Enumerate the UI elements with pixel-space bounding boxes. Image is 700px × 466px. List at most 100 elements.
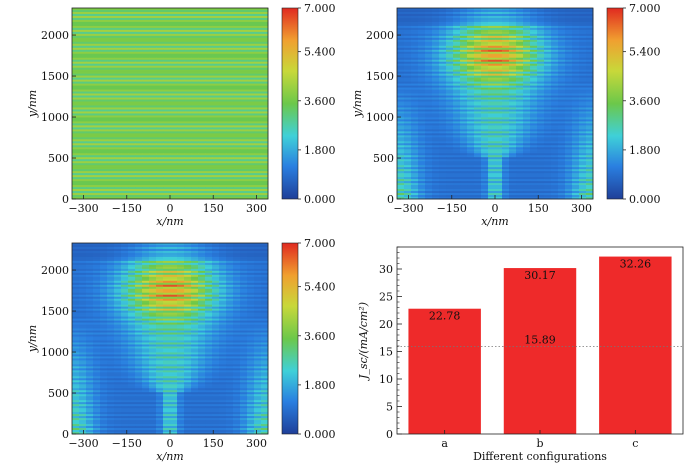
- heatmap-1-cell: [79, 23, 87, 27]
- heatmap-1-cell: [219, 13, 227, 17]
- heatmap-1-cell: [135, 183, 143, 186]
- heatmap-1-cell: [100, 105, 108, 108]
- heatmap-2-cell: [579, 141, 587, 144]
- heatmap-1-cell: [226, 183, 234, 186]
- heatmap-2-cell: [551, 63, 559, 67]
- heatmap-1-cell: [72, 129, 80, 132]
- heatmap-1-cell: [240, 9, 248, 13]
- heatmap-2-cell: [586, 27, 594, 31]
- heatmap-2-cell: [530, 99, 538, 102]
- heatmap-1-cell: [226, 39, 234, 43]
- heatmap-1-cell: [100, 151, 108, 154]
- heatmap-1-cell: [149, 85, 157, 88]
- heatmap-1-cell: [170, 141, 178, 144]
- heatmap-2-cell: [404, 169, 412, 172]
- heatmap-2-cell: [551, 35, 559, 39]
- heatmap-2-cell: [411, 53, 419, 57]
- heatmap-1-cell: [233, 125, 241, 128]
- heatmap-2-cell: [397, 123, 405, 126]
- heatmap-1-cell: [170, 149, 178, 152]
- heatmap-1-cell: [86, 119, 94, 122]
- heatmap-1-cell: [191, 93, 199, 96]
- heatmap-1-cell: [212, 115, 220, 118]
- heatmap-1-cell: [149, 105, 157, 108]
- heatmap-2-cell: [523, 37, 531, 41]
- heatmap-2-cell: [418, 23, 426, 27]
- heatmap-1-cell: [198, 27, 206, 31]
- heatmap-1-cell: [226, 91, 234, 94]
- heatmap-1-cell: [205, 37, 213, 41]
- heatmap-2-cell: [544, 91, 552, 94]
- heatmap-2-cell: [530, 21, 538, 25]
- heatmap-2-cell: [509, 155, 517, 158]
- heatmap-2-cell: [474, 87, 482, 90]
- heatmap-2-cell: [460, 29, 468, 33]
- heatmap-2-cell: [439, 81, 447, 84]
- heatmap-1-cell: [142, 13, 150, 17]
- heatmap-2-cell: [425, 47, 433, 51]
- heatmap-1-cell: [142, 105, 150, 108]
- heatmap-1-cell: [142, 125, 150, 128]
- heatmap-1-cell: [156, 73, 164, 77]
- heatmap-2-cell: [474, 15, 482, 19]
- heatmap-1-cell: [93, 19, 101, 23]
- heatmap-2-cell: [481, 99, 489, 102]
- heatmap-1-cell: [233, 41, 241, 45]
- heatmap-2-cell: [418, 97, 426, 100]
- heatmap-1-cell: [191, 175, 199, 178]
- heatmap-2-cell: [418, 141, 426, 144]
- heatmap-1-cell: [135, 175, 143, 178]
- heatmap-1-cell: [149, 53, 157, 57]
- heatmap-2-cell: [481, 145, 489, 148]
- heatmap-1-cell: [219, 27, 227, 31]
- heatmap-2-cell: [404, 29, 412, 33]
- heatmap-2-cell: [551, 55, 559, 59]
- heatmap-1-cell: [212, 45, 220, 49]
- heatmap-2-cell: [544, 49, 552, 53]
- heatmap-2-cell: [404, 131, 412, 134]
- heatmap-2-cell: [572, 159, 580, 162]
- heatmap-1-cell: [170, 99, 178, 102]
- heatmap-1-cell: [114, 171, 122, 174]
- heatmap-2-cell: [418, 163, 426, 166]
- heatmap-2-cell: [586, 55, 594, 59]
- heatmap-2-cell: [488, 159, 496, 162]
- heatmap-2-cell: [467, 49, 475, 53]
- heatmap-1-cell: [233, 101, 241, 104]
- heatmap-1-cell: [226, 51, 234, 55]
- heatmap-1-image: [72, 8, 269, 200]
- heatmap-1-cell: [261, 161, 269, 164]
- heatmap-2-cell: [509, 89, 517, 92]
- heatmap-2-cell: [397, 8, 405, 11]
- heatmap-1-cell: [114, 129, 122, 132]
- heatmap-1-cell: [142, 63, 150, 67]
- heatmap-1-cell: [177, 39, 185, 43]
- heatmap-1-cell: [100, 87, 108, 90]
- heatmap-1-cell: [205, 169, 213, 172]
- heatmap-1-cell: [261, 59, 269, 63]
- heatmap-2-cell: [579, 77, 587, 81]
- heatmap-1-cell: [226, 165, 234, 168]
- heatmap-1-cell: [114, 73, 122, 77]
- heatmap-2-cell: [537, 99, 545, 102]
- heatmap-1-cell: [198, 99, 206, 102]
- heatmap-2-cell: [425, 125, 433, 128]
- heatmap-1-cell: [79, 29, 87, 33]
- heatmap-2-cell: [495, 119, 503, 122]
- heatmap-1-cell: [226, 9, 234, 13]
- heatmap-2-cell: [397, 103, 405, 106]
- heatmap-2-cell: [439, 29, 447, 33]
- heatmap-1-cell: [170, 71, 178, 75]
- heatmap-1-cell: [156, 197, 164, 200]
- heatmap-2-cell: [551, 53, 559, 57]
- heatmap-1-cell: [191, 185, 199, 188]
- heatmap-1-cell: [219, 183, 227, 186]
- heatmap-1-cell: [107, 13, 115, 17]
- heatmap-2-cell: [474, 103, 482, 106]
- heatmap-1-cell: [198, 39, 206, 43]
- heatmap-2-cell: [544, 75, 552, 79]
- heatmap-1-cell: [156, 107, 164, 110]
- heatmap-1-cell: [135, 55, 143, 59]
- heatmap-1-cell: [114, 55, 122, 59]
- heatmap-2-cell: [516, 21, 524, 25]
